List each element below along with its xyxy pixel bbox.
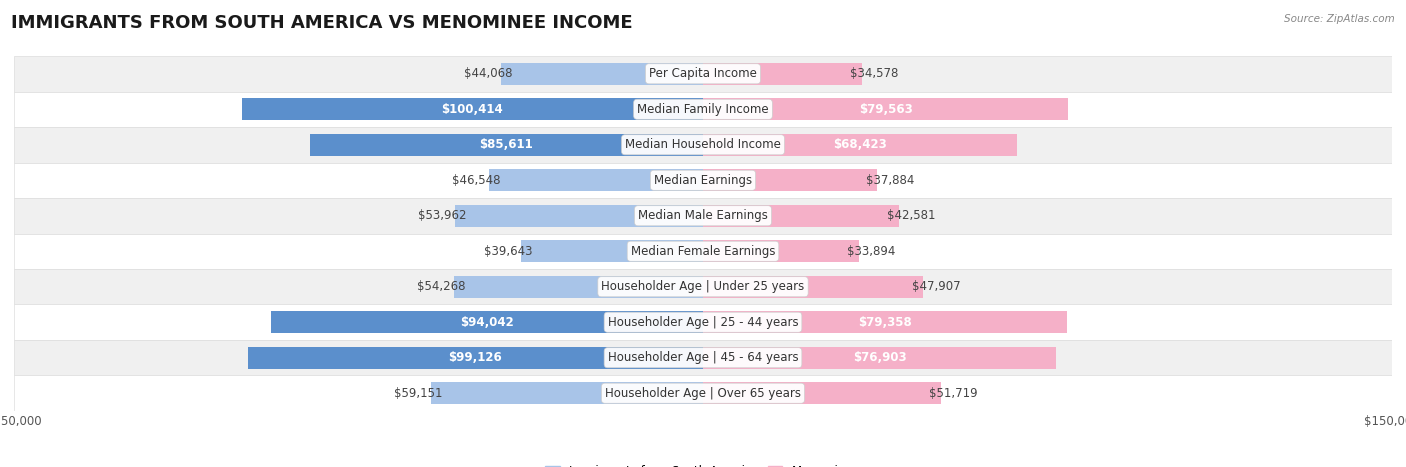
Text: Householder Age | Over 65 years: Householder Age | Over 65 years <box>605 387 801 400</box>
Bar <box>456 205 703 227</box>
Bar <box>309 134 703 156</box>
Bar <box>14 340 1392 375</box>
Text: $44,068: $44,068 <box>464 67 512 80</box>
Bar <box>489 169 703 191</box>
Text: Source: ZipAtlas.com: Source: ZipAtlas.com <box>1284 14 1395 24</box>
Bar <box>454 276 703 298</box>
Text: Householder Age | 25 - 44 years: Householder Age | 25 - 44 years <box>607 316 799 329</box>
Bar <box>703 240 859 262</box>
Bar <box>14 127 1392 163</box>
Text: Median Family Income: Median Family Income <box>637 103 769 116</box>
Bar <box>520 240 703 262</box>
Bar <box>703 169 877 191</box>
Bar <box>703 205 898 227</box>
Text: $46,548: $46,548 <box>453 174 501 187</box>
Text: $59,151: $59,151 <box>394 387 443 400</box>
Text: $42,581: $42,581 <box>887 209 935 222</box>
Text: Median Female Earnings: Median Female Earnings <box>631 245 775 258</box>
Bar <box>703 382 941 404</box>
Bar <box>703 347 1056 369</box>
Text: Per Capita Income: Per Capita Income <box>650 67 756 80</box>
Text: $53,962: $53,962 <box>418 209 467 222</box>
Bar <box>14 198 1392 234</box>
Bar <box>242 98 703 120</box>
Text: $54,268: $54,268 <box>416 280 465 293</box>
Bar <box>14 375 1392 411</box>
Bar <box>14 234 1392 269</box>
Text: $79,563: $79,563 <box>859 103 912 116</box>
Text: $39,643: $39,643 <box>484 245 533 258</box>
Legend: Immigrants from South America, Menominee: Immigrants from South America, Menominee <box>541 460 865 467</box>
Bar <box>703 63 862 85</box>
Bar <box>247 347 703 369</box>
Text: Median Earnings: Median Earnings <box>654 174 752 187</box>
Text: $51,719: $51,719 <box>929 387 977 400</box>
Text: $34,578: $34,578 <box>851 67 898 80</box>
Text: IMMIGRANTS FROM SOUTH AMERICA VS MENOMINEE INCOME: IMMIGRANTS FROM SOUTH AMERICA VS MENOMIN… <box>11 14 633 32</box>
Text: Householder Age | Under 25 years: Householder Age | Under 25 years <box>602 280 804 293</box>
Text: $85,611: $85,611 <box>479 138 533 151</box>
Text: Householder Age | 45 - 64 years: Householder Age | 45 - 64 years <box>607 351 799 364</box>
Bar <box>703 98 1069 120</box>
Bar <box>432 382 703 404</box>
Bar <box>703 276 922 298</box>
Bar <box>501 63 703 85</box>
Bar <box>271 311 703 333</box>
Text: $79,358: $79,358 <box>859 316 912 329</box>
Bar <box>14 56 1392 92</box>
Text: $100,414: $100,414 <box>441 103 503 116</box>
Text: $68,423: $68,423 <box>834 138 887 151</box>
Bar <box>14 269 1392 304</box>
Text: $47,907: $47,907 <box>911 280 960 293</box>
Text: $37,884: $37,884 <box>866 174 914 187</box>
Text: $33,894: $33,894 <box>848 245 896 258</box>
Text: Median Household Income: Median Household Income <box>626 138 780 151</box>
Bar <box>703 311 1067 333</box>
Bar <box>14 163 1392 198</box>
Bar <box>703 134 1018 156</box>
Text: $94,042: $94,042 <box>460 316 515 329</box>
Text: $76,903: $76,903 <box>853 351 907 364</box>
Text: Median Male Earnings: Median Male Earnings <box>638 209 768 222</box>
Text: $99,126: $99,126 <box>449 351 502 364</box>
Bar <box>14 304 1392 340</box>
Bar <box>14 92 1392 127</box>
